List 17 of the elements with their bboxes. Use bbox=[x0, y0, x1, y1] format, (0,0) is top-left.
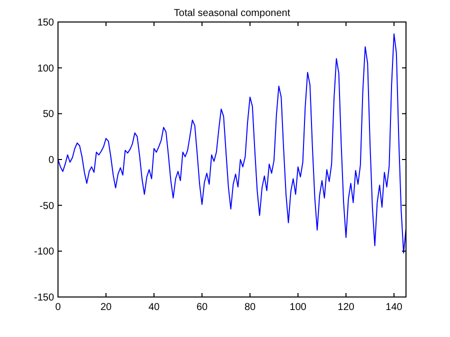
y-tick-label: -50 bbox=[40, 200, 54, 212]
y-tick-label: 150 bbox=[37, 18, 54, 28]
x-tick-label: 140 bbox=[386, 302, 403, 313]
y-tick-label: 100 bbox=[37, 63, 54, 74]
chart-title: Total seasonal component bbox=[174, 8, 290, 19]
x-tick-label: 80 bbox=[244, 302, 256, 313]
x-tick-label: 60 bbox=[196, 302, 208, 313]
x-tick-label: 120 bbox=[338, 302, 355, 313]
y-tick-label: 0 bbox=[48, 155, 54, 166]
line-series bbox=[58, 33, 406, 254]
y-tick-label: -150 bbox=[34, 292, 54, 304]
x-tick-label: 100 bbox=[290, 302, 307, 313]
x-tick-label: 40 bbox=[148, 302, 160, 313]
y-tick-label: -100 bbox=[34, 246, 54, 258]
x-tick-label: 20 bbox=[100, 302, 112, 313]
x-tick-label: 0 bbox=[55, 302, 62, 313]
y-tick-label: 50 bbox=[42, 109, 54, 120]
